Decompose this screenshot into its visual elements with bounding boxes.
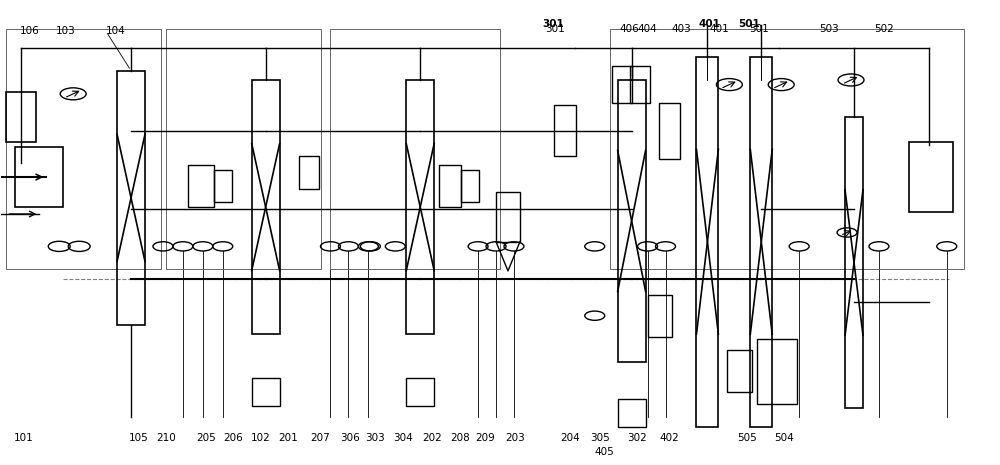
Bar (630, 66, 650, 103)
Text: 105: 105 (129, 433, 149, 443)
Bar (612, 66, 632, 103)
Bar (727, 350, 752, 392)
Text: 204: 204 (560, 433, 580, 443)
Text: 303: 303 (365, 433, 385, 443)
Text: 505: 505 (737, 433, 757, 443)
Text: 102: 102 (251, 433, 270, 443)
Bar (610, 29, 964, 270)
Text: 104: 104 (106, 27, 126, 36)
Bar (554, 106, 576, 156)
Text: 404: 404 (638, 24, 657, 34)
Bar (757, 339, 797, 404)
Bar (6, 92, 36, 142)
Text: 503: 503 (819, 24, 839, 34)
Text: 103: 103 (56, 27, 76, 36)
Text: 302: 302 (628, 433, 647, 443)
Text: 401: 401 (698, 19, 720, 29)
Text: 301: 301 (542, 19, 564, 29)
Text: 402: 402 (660, 433, 679, 443)
Bar (117, 71, 145, 325)
Text: 501: 501 (749, 24, 769, 34)
Text: 501: 501 (738, 19, 760, 29)
Bar (461, 170, 479, 202)
Bar (659, 103, 680, 159)
Bar (406, 378, 434, 406)
Text: 306: 306 (340, 433, 360, 443)
Text: 209: 209 (475, 433, 495, 443)
Text: 401: 401 (709, 24, 729, 34)
Bar (648, 295, 672, 337)
Text: 305: 305 (590, 433, 610, 443)
Bar (439, 166, 461, 207)
Text: 210: 210 (156, 433, 176, 443)
Bar (618, 80, 646, 362)
Bar (188, 166, 214, 207)
Bar (252, 80, 280, 334)
Text: 403: 403 (672, 24, 691, 34)
Bar (252, 378, 280, 406)
Bar (330, 29, 500, 270)
Text: 202: 202 (422, 433, 442, 443)
Text: 205: 205 (196, 433, 216, 443)
Bar (6, 29, 161, 270)
Bar (496, 192, 520, 242)
Text: 502: 502 (874, 24, 894, 34)
Bar (618, 399, 646, 426)
Bar (750, 57, 772, 426)
Text: 405: 405 (595, 447, 614, 457)
Text: 304: 304 (393, 433, 413, 443)
Bar (15, 147, 63, 207)
Bar (909, 142, 953, 212)
Bar (406, 80, 434, 334)
Text: 101: 101 (13, 433, 33, 443)
Text: 208: 208 (450, 433, 470, 443)
Text: 201: 201 (279, 433, 298, 443)
Text: 206: 206 (223, 433, 243, 443)
Text: 504: 504 (774, 433, 794, 443)
Bar (299, 156, 319, 189)
Text: 203: 203 (505, 433, 525, 443)
Text: 207: 207 (311, 433, 330, 443)
Bar (845, 117, 863, 408)
Text: 106: 106 (19, 27, 39, 36)
Text: 406: 406 (620, 24, 639, 34)
Bar (166, 29, 320, 270)
Bar (214, 170, 232, 202)
Text: 301: 301 (545, 24, 565, 34)
Bar (696, 57, 718, 426)
